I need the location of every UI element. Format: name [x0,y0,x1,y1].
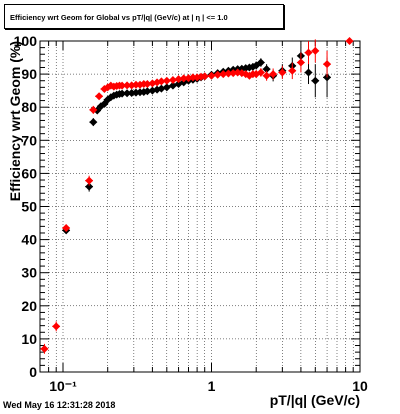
y-tick-label: 60 [21,165,37,181]
data-point [304,68,313,77]
data-point [323,60,332,69]
data-point [262,65,271,74]
data-point [288,66,297,75]
data-point [248,62,257,71]
data-point [207,71,216,80]
data-point [296,58,305,67]
y-tick-label: 90 [21,66,37,82]
x-tick-label: 10⁻¹ [49,378,77,394]
data-point [219,70,228,79]
data-point [40,344,49,353]
y-tick-label: 30 [21,265,37,281]
data-point [262,71,271,80]
data-point [123,81,132,90]
data-point [269,70,278,79]
y-tick-label: 0 [29,364,37,380]
axis-labels: pT/|q| (GeV/c) Efficiency wrt Geom (%) [7,41,360,408]
x-tick-label: 10 [352,378,368,394]
y-tick-label: 70 [21,132,37,148]
data-point [256,68,265,77]
data-point [131,80,140,89]
data-point [168,76,177,85]
x-tick-label: 1 [208,378,216,394]
data-point [179,74,188,83]
data-point [85,182,94,191]
chart-title: Efficiency wrt Geom for Global vs pT/|q|… [10,13,228,22]
y-tick-label: 50 [21,199,37,215]
series-1 [40,37,354,354]
data-point [345,37,354,45]
grid [39,41,361,372]
y-axis-label: Efficiency wrt Geom (%) [7,41,23,201]
data-point [52,322,61,331]
data-point [62,224,71,233]
series-layer [40,37,354,354]
data-point [118,81,127,90]
data-point [95,92,104,101]
timestamp: Wed May 16 12:31:28 2018 [3,400,116,410]
data-point [200,72,209,81]
y-tick-label: 40 [21,232,37,248]
data-point [89,118,98,127]
y-tick-label: 20 [21,298,37,314]
data-point [157,84,166,93]
data-point [162,83,171,92]
data-point [224,69,233,78]
data-point [311,76,320,85]
x-axis-label: pT/|q| (GeV/c) [270,392,360,408]
data-point [278,68,287,77]
data-point [311,46,320,55]
data-point [213,70,222,79]
data-point [256,58,265,67]
data-point [118,89,127,98]
data-point [162,76,171,85]
data-point [89,105,98,114]
data-point [188,73,197,82]
data-point [174,75,183,84]
data-point [143,87,152,96]
title-box: Efficiency wrt Geom for Global vs pT/|q|… [4,4,284,29]
data-point [123,89,132,98]
data-point [143,80,152,89]
y-tick-label: 80 [21,99,37,115]
axis-ticks: 0 10 20 30 40 50 60 70 80 90 100 10⁻¹ 1 10 [14,33,368,394]
data-point [85,176,94,185]
data-point [304,48,313,57]
y-tick-label: 10 [21,331,37,347]
y-tick-label: 100 [14,33,38,49]
data-point [252,61,261,70]
data-point [157,77,166,86]
